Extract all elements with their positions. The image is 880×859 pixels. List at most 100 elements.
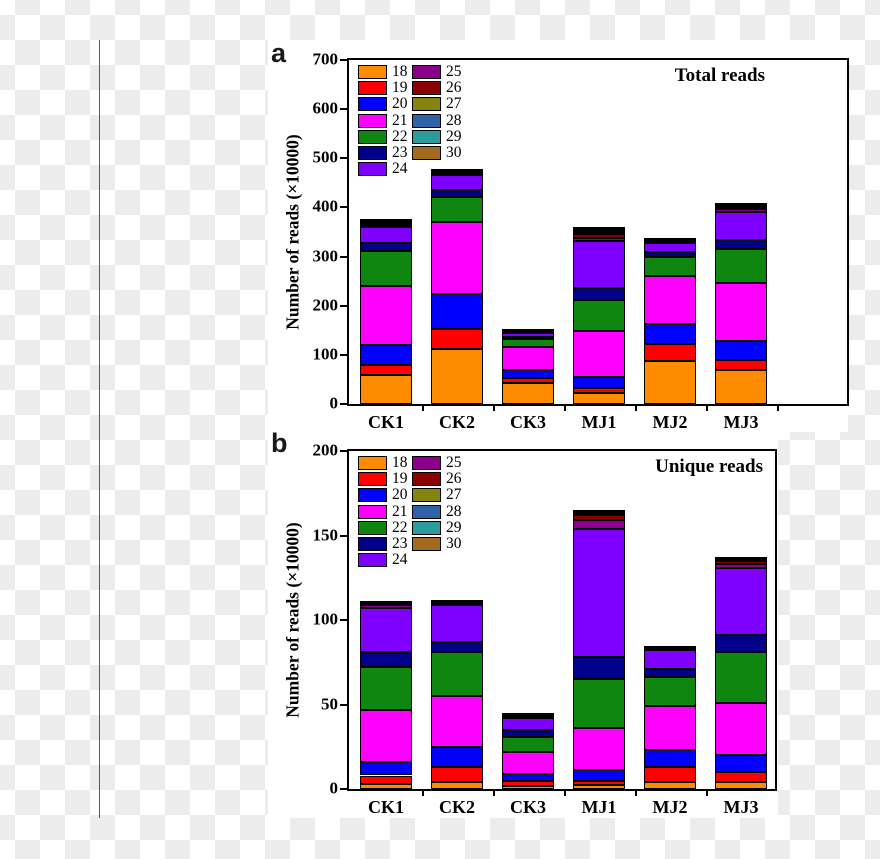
- legend-swatch-26: [412, 81, 441, 96]
- y-axis-tick: [340, 534, 347, 537]
- bar-segment-len26-MJ1: [573, 515, 625, 521]
- bar-segment-len20-MJ2: [644, 324, 696, 344]
- bar-segment-len18-MJ3: [715, 782, 767, 789]
- bar-segment-len18-CK1: [360, 374, 412, 404]
- legend-swatch-20: [358, 488, 387, 503]
- bar-segment-len21-MJ1: [573, 331, 625, 377]
- bar-segment-len19-MJ3: [715, 772, 767, 783]
- bar-segment-len30-CK1: [360, 600, 412, 603]
- legend-swatch-19: [358, 472, 387, 487]
- x-axis-category-label: MJ3: [723, 797, 759, 817]
- bar-segment-len25-MJ1: [573, 237, 625, 241]
- y-axis-tick-label: 700: [312, 49, 339, 69]
- bar-segment-len24-CK2: [431, 175, 483, 190]
- legend-label-21: 21: [392, 111, 408, 129]
- bar-segment-len25-MJ3: [715, 564, 767, 568]
- bar-segment-len30-MJ2: [644, 646, 696, 649]
- legend-swatch-30: [412, 537, 441, 551]
- bar-segment-len21-MJ2: [644, 275, 696, 325]
- x-axis-tick: [421, 791, 424, 796]
- legend-label-26: 26: [446, 470, 462, 488]
- legend-swatch-24: [358, 553, 387, 568]
- panel-b-label: b: [271, 428, 288, 458]
- bar-segment-len19-MJ2: [644, 343, 696, 361]
- bar-segment-len27-MJ1: [573, 513, 625, 516]
- bar-segment-len18-CK3: [502, 785, 554, 789]
- bar-segment-len30-MJ1: [573, 226, 625, 229]
- bar-segment-len21-CK2: [431, 222, 483, 294]
- bar-segment-len19-MJ3: [715, 360, 767, 371]
- legend-label-28: 28: [446, 502, 462, 520]
- chart-b-y-axis-title: Number of reads (×10000): [282, 522, 303, 718]
- y-axis-tick: [340, 450, 347, 452]
- left-divider-line: [99, 40, 100, 818]
- bar-segment-len18-CK2: [431, 348, 483, 404]
- bar-segment-len22-CK1: [360, 667, 412, 710]
- y-axis-tick-label: 400: [312, 197, 339, 217]
- y-axis-tick-label: 200: [312, 295, 339, 315]
- legend-swatch-21: [358, 504, 387, 519]
- legend-label-22: 22: [392, 127, 408, 145]
- legend-label-27: 27: [446, 486, 462, 504]
- bar-segment-len24-MJ1: [573, 528, 625, 658]
- bar-segment-len19-CK2: [431, 767, 483, 783]
- bar-segment-len23-MJ2: [644, 669, 696, 678]
- bar-segment-len30-CK2: [431, 600, 483, 603]
- bar-segment-len24-CK1: [360, 608, 412, 653]
- bar-segment-len19-CK1: [360, 364, 412, 375]
- bar-segment-len22-MJ2: [644, 256, 696, 276]
- legend-label-23: 23: [392, 535, 408, 552]
- y-axis-tick: [340, 403, 347, 405]
- x-axis-category-label: CK1: [368, 412, 404, 432]
- bar-segment-len19-CK3: [502, 378, 554, 383]
- bar-segment-len21-CK1: [360, 286, 412, 346]
- bar-segment-len23-CK2: [431, 642, 483, 653]
- bar-segment-len23-CK2: [431, 189, 483, 198]
- bar-segment-len20-MJ3: [715, 755, 767, 773]
- chart-a-title: Total reads: [674, 65, 765, 86]
- bar-segment-len22-MJ3: [715, 248, 767, 284]
- bar-segment-len21-MJ2: [644, 706, 696, 751]
- bar-segment-len19-CK2: [431, 328, 483, 349]
- bar-segment-len25-MJ3: [715, 209, 767, 212]
- bar-segment-len21-CK3: [502, 346, 554, 371]
- legend-label-29: 29: [446, 127, 462, 145]
- legend-swatch-29: [412, 129, 441, 144]
- bar-segment-len22-CK3: [502, 736, 554, 752]
- bar-segment-len21-MJ3: [715, 283, 767, 341]
- bar-segment-len18-MJ1: [573, 784, 625, 789]
- legend-label-20: 20: [392, 486, 408, 504]
- y-axis-tick: [340, 304, 347, 307]
- legend-swatch-22: [358, 129, 387, 144]
- legend-swatch-26: [412, 472, 441, 487]
- legend-label-22: 22: [392, 518, 408, 536]
- bar-segment-len23-CK1: [360, 242, 412, 252]
- x-axis-tick: [492, 791, 495, 796]
- y-axis-tick: [340, 206, 347, 209]
- bar-segment-len25-CK1: [360, 224, 412, 228]
- bar-segment-len18-CK3: [502, 382, 554, 404]
- bar-segment-len19-MJ1: [573, 780, 625, 785]
- x-axis-tick: [705, 406, 708, 411]
- y-axis-tick-label: 200: [312, 440, 339, 460]
- legend-swatch-25: [412, 65, 441, 79]
- x-axis-category-label: CK3: [510, 797, 546, 817]
- bar-segment-len18-CK1: [360, 783, 412, 789]
- bar-segment-len24-CK1: [360, 227, 412, 243]
- legend-label-25: 25: [446, 454, 462, 471]
- bar-segment-len27-MJ1: [573, 231, 625, 234]
- bar-segment-len30-CK2: [431, 169, 483, 172]
- x-axis-tick: [776, 406, 779, 411]
- legend-swatch-23: [358, 537, 387, 551]
- x-axis-tick: [705, 791, 708, 796]
- y-axis-tick: [340, 255, 347, 258]
- legend-label-23: 23: [392, 144, 408, 161]
- bar-segment-len22-MJ1: [573, 679, 625, 729]
- bar-segment-len23-CK3: [502, 729, 554, 737]
- legend-label-30: 30: [446, 535, 462, 552]
- bar-segment-len20-MJ1: [573, 770, 625, 781]
- legend-swatch-30: [412, 146, 441, 160]
- x-axis-category-label: CK1: [368, 797, 404, 817]
- bar-segment-len18-CK2: [431, 782, 483, 789]
- bar-segment-len23-CK1: [360, 652, 412, 668]
